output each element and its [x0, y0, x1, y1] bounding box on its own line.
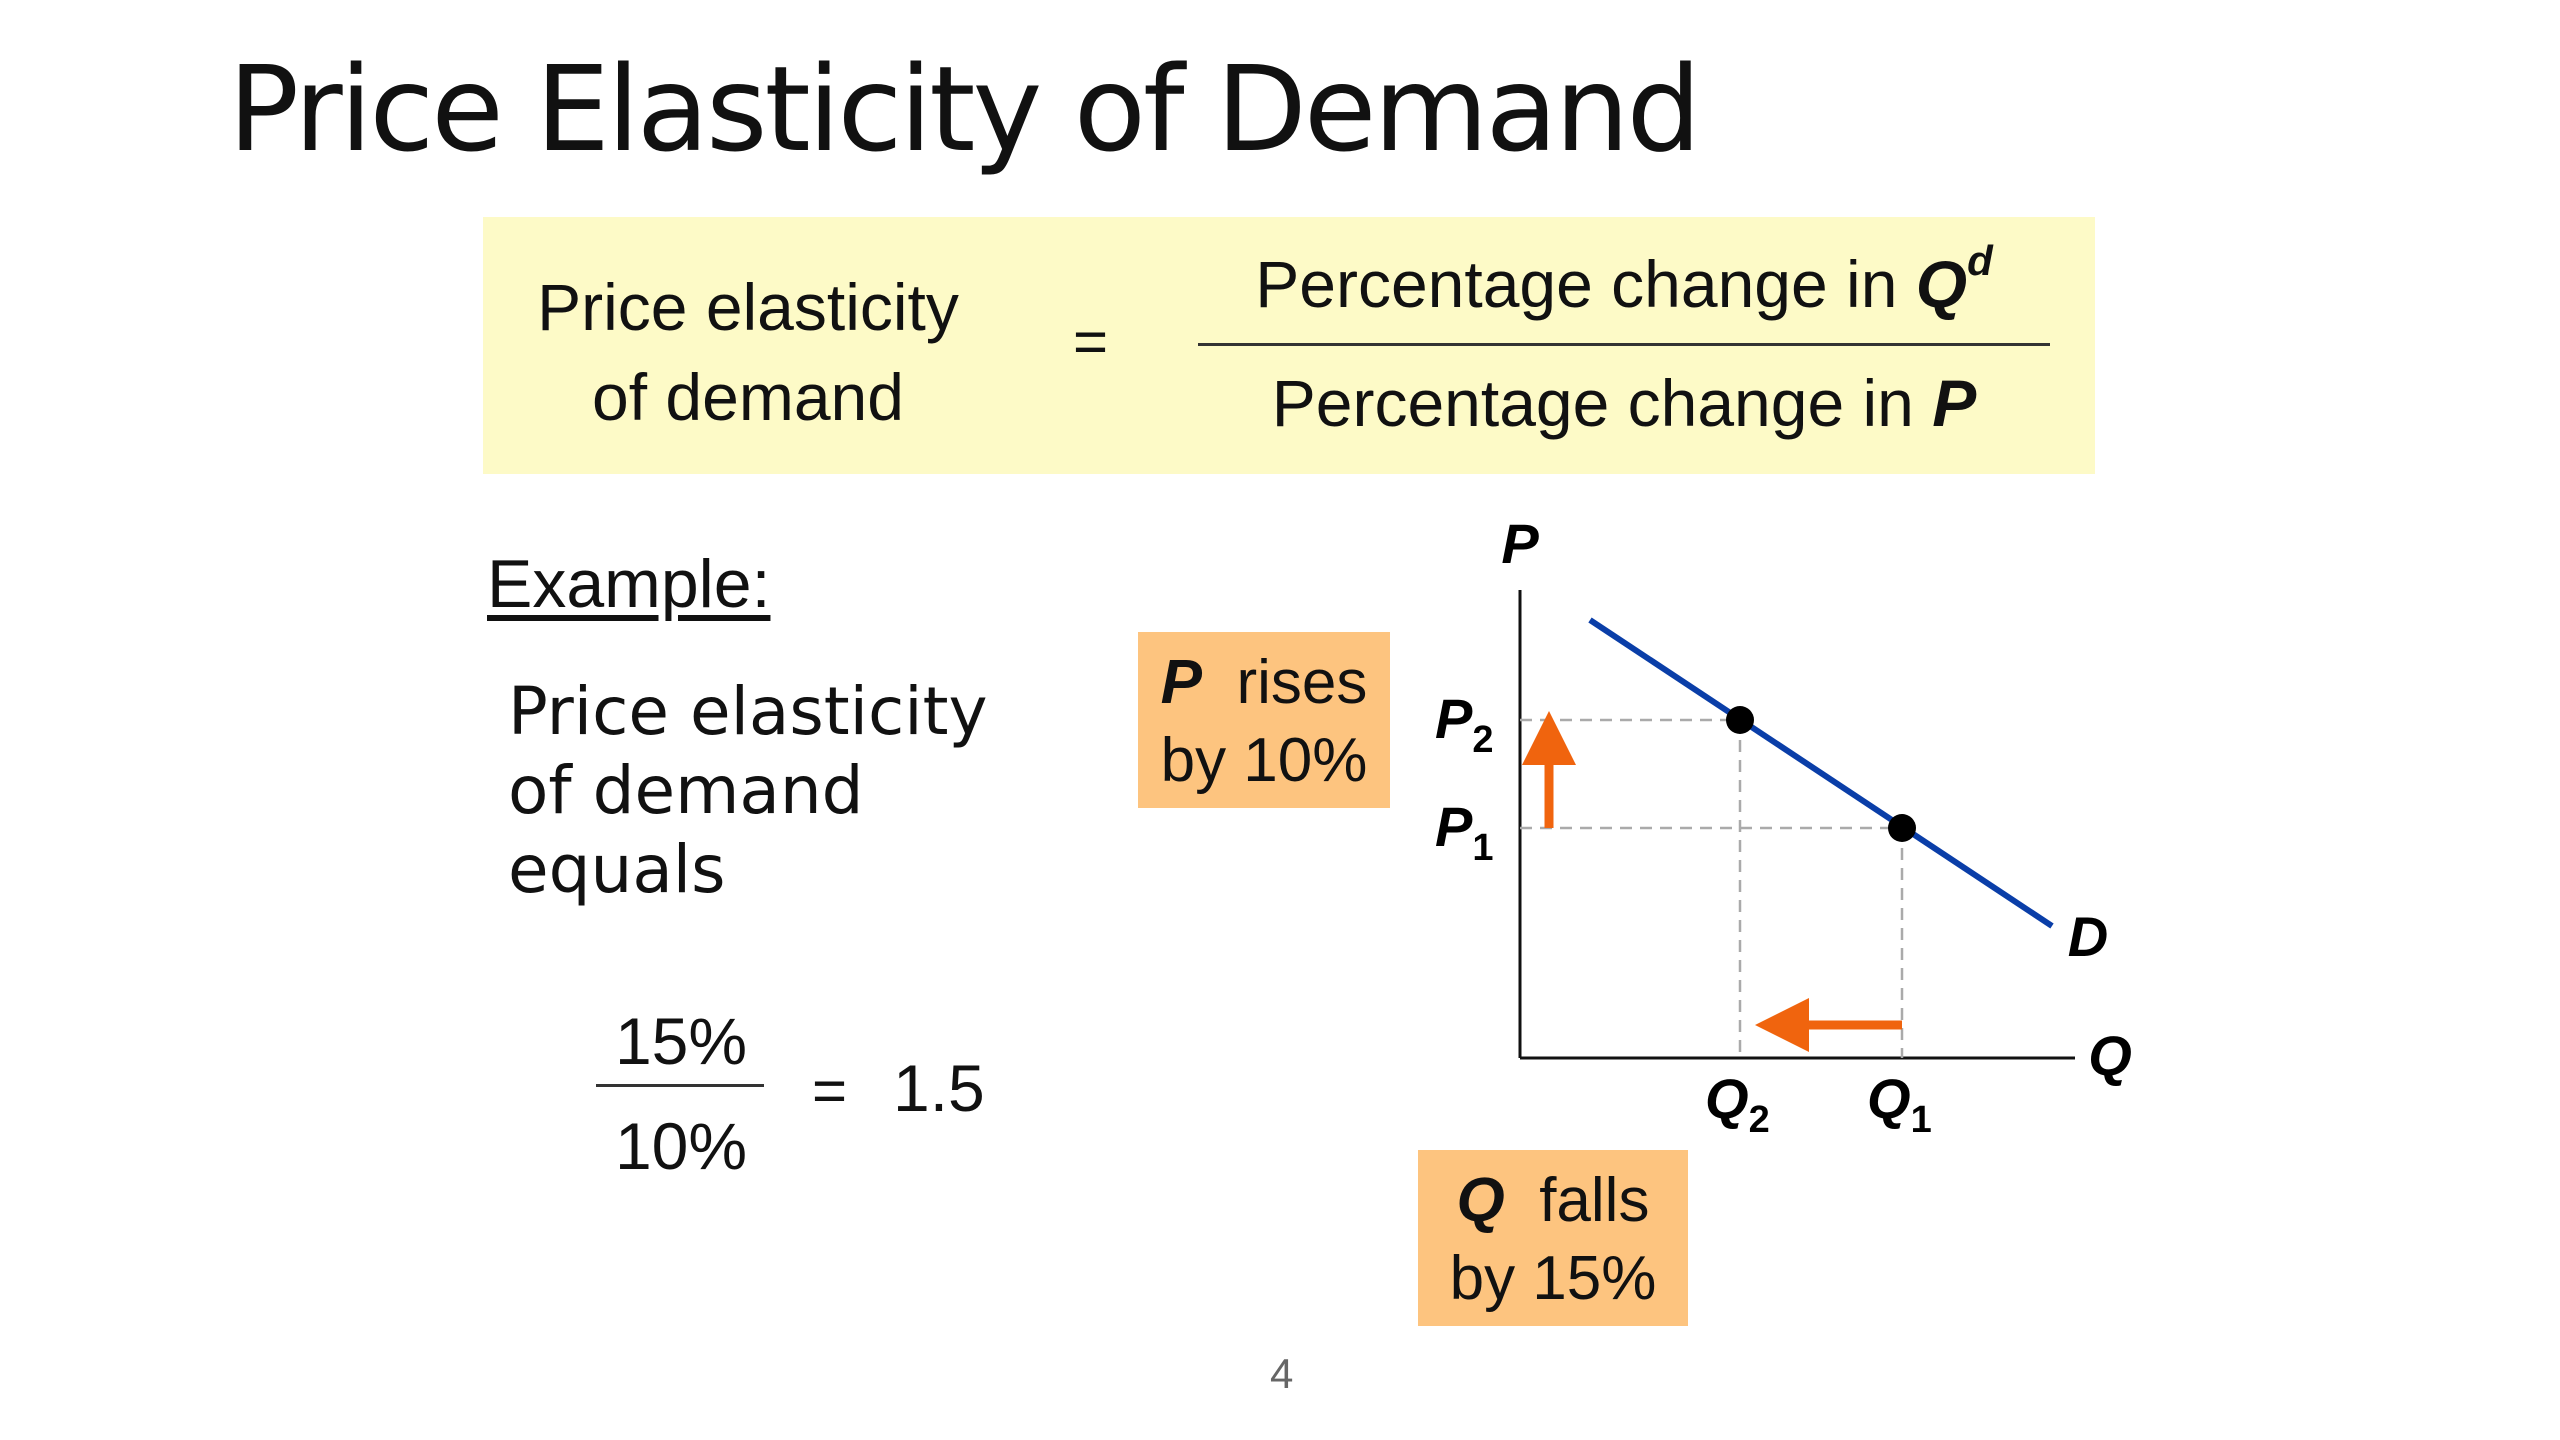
quantity-callout-word: falls — [1539, 1166, 1650, 1235]
q1-tick-label: Q1 — [1867, 1067, 1932, 1141]
q2-tick-sub: 2 — [1749, 1099, 1770, 1141]
quantity-callout-line1: Q falls — [1418, 1162, 1688, 1240]
page-number: 4 — [1270, 1350, 1294, 1397]
demand-curve — [1588, 617, 2054, 929]
calc-fraction-line — [596, 1084, 764, 1087]
p2-tick-sub: 2 — [1472, 719, 1493, 761]
quantity-callout-line2: by 15% — [1449, 1244, 1657, 1313]
example-desc-line3: equals — [508, 831, 726, 908]
y-axis-label: P — [1501, 512, 1539, 575]
price-callout-var: P — [1160, 648, 1202, 717]
calc-denominator: 10% — [614, 1109, 748, 1183]
point-p2-q2 — [1726, 706, 1754, 734]
p1-tick-var: P — [1435, 795, 1473, 858]
q2-tick-var: Q — [1705, 1067, 1749, 1130]
formula-lhs-line2: of demand — [592, 360, 904, 434]
formula-numerator-text: Percentage change in — [1255, 247, 1916, 321]
price-callout-line1: P rises — [1138, 644, 1390, 722]
p2-tick-var: P — [1435, 687, 1473, 750]
q1-tick-var: Q — [1867, 1067, 1911, 1130]
calc-numerator: 15% — [614, 1004, 748, 1078]
formula-box: Price elasticity of demand = Percentage … — [483, 217, 2095, 474]
formula-denominator: Percentage change in P — [1198, 365, 2050, 441]
example-desc-line2: of demand — [508, 752, 864, 829]
quantity-callout-var: Q — [1456, 1166, 1505, 1235]
example-desc-line1: Price elasticity — [508, 673, 988, 750]
formula-fraction-line — [1198, 343, 2050, 346]
q2-tick-label: Q2 — [1705, 1067, 1770, 1141]
formula-lhs: Price elasticity of demand — [523, 262, 973, 442]
p2-tick-label: P2 — [1435, 687, 1494, 761]
formula-denominator-text: Percentage change in — [1271, 366, 1933, 440]
p1-tick-sub: 1 — [1472, 827, 1493, 869]
formula-lhs-line1: Price elasticity — [537, 270, 959, 344]
point-p1-q1 — [1888, 814, 1916, 842]
formula-equals: = — [1073, 308, 1109, 375]
price-callout-word: rises — [1236, 648, 1368, 717]
demand-curve-label: D — [2068, 905, 2108, 968]
example-heading: Example: — [487, 546, 771, 622]
example-description: Price elasticity of demand equals — [508, 672, 988, 909]
q1-tick-sub: 1 — [1911, 1099, 1932, 1141]
formula-numerator-var: Q — [1915, 247, 1968, 321]
slide-title: Price Elasticity of Demand — [228, 40, 1701, 178]
formula-denominator-var: P — [1932, 366, 1977, 440]
formula-numerator: Percentage change in Qd — [1198, 237, 2050, 322]
p1-tick-label: P1 — [1435, 795, 1494, 869]
price-callout-line2: by 10% — [1160, 726, 1368, 795]
x-axis-label: Q — [2088, 1024, 2132, 1087]
calc-result: 1.5 — [893, 1051, 985, 1125]
price-rise-callout: P rises by 10% — [1138, 632, 1390, 808]
formula-numerator-sup: d — [1967, 237, 1993, 284]
calc-equals: = — [812, 1057, 848, 1124]
quantity-fall-callout: Q falls by 15% — [1418, 1150, 1688, 1326]
